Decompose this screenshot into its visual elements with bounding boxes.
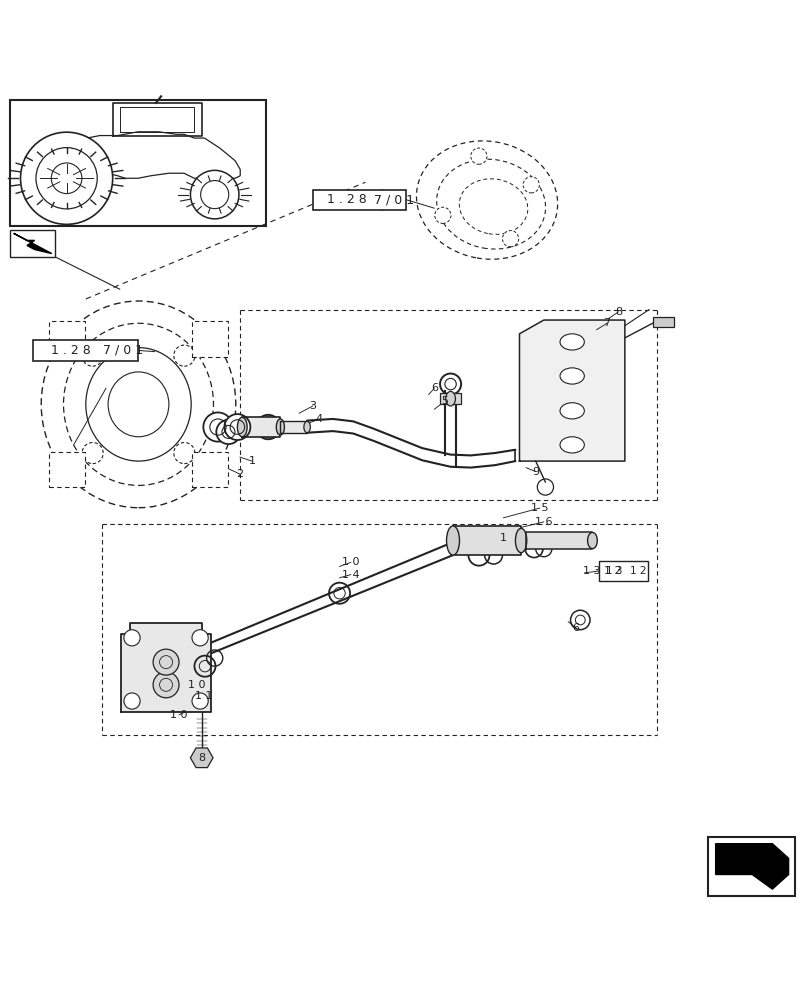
Text: 1: 1 <box>499 533 506 543</box>
Ellipse shape <box>587 532 597 549</box>
Circle shape <box>174 345 195 366</box>
Text: 1 6: 1 6 <box>534 517 551 527</box>
Text: 1 3 1 2: 1 3 1 2 <box>582 566 620 576</box>
Circle shape <box>174 443 195 464</box>
Circle shape <box>153 672 178 698</box>
Bar <box>11 230 55 257</box>
Text: 8: 8 <box>614 307 621 317</box>
Text: 1 0: 1 0 <box>170 710 187 720</box>
Polygon shape <box>453 526 521 555</box>
Polygon shape <box>526 532 592 549</box>
Circle shape <box>470 148 487 164</box>
Text: 1 5: 1 5 <box>530 503 547 513</box>
Polygon shape <box>14 233 52 254</box>
Polygon shape <box>121 623 211 712</box>
Circle shape <box>124 693 140 709</box>
Bar <box>599 561 646 581</box>
Circle shape <box>191 693 208 709</box>
Text: 3: 3 <box>309 401 316 411</box>
Ellipse shape <box>276 419 284 435</box>
Text: 8: 8 <box>198 753 205 763</box>
Text: 6: 6 <box>572 623 579 633</box>
Circle shape <box>434 207 450 223</box>
Circle shape <box>82 345 103 366</box>
Circle shape <box>502 231 518 247</box>
Bar <box>49 321 85 357</box>
Text: 7: 7 <box>603 318 610 328</box>
Text: 6: 6 <box>431 383 437 393</box>
Circle shape <box>522 177 539 193</box>
Circle shape <box>203 412 232 442</box>
Bar <box>706 837 794 896</box>
Text: 1 1: 1 1 <box>195 691 212 701</box>
Text: 1 0: 1 0 <box>341 557 359 567</box>
Bar <box>312 190 406 210</box>
Polygon shape <box>714 844 787 889</box>
Circle shape <box>191 630 208 646</box>
Ellipse shape <box>445 391 455 406</box>
Text: 5: 5 <box>441 396 448 406</box>
Circle shape <box>82 443 103 464</box>
Circle shape <box>216 420 240 444</box>
Ellipse shape <box>560 403 584 419</box>
Circle shape <box>224 414 250 440</box>
Polygon shape <box>190 748 212 768</box>
Polygon shape <box>280 421 307 433</box>
Ellipse shape <box>416 141 557 259</box>
Ellipse shape <box>446 526 459 555</box>
Text: 1 4: 1 4 <box>341 570 359 580</box>
Polygon shape <box>440 393 461 404</box>
Bar <box>652 317 672 327</box>
Bar <box>192 321 227 357</box>
Circle shape <box>124 630 140 646</box>
Text: 9: 9 <box>531 467 539 477</box>
Ellipse shape <box>560 437 584 453</box>
Text: 1 2: 1 2 <box>629 566 646 576</box>
Circle shape <box>153 649 178 675</box>
Text: 4: 4 <box>315 414 323 424</box>
Text: 7 / 0 1: 7 / 0 1 <box>103 344 143 357</box>
Text: 1 3: 1 3 <box>605 566 622 576</box>
Bar <box>49 452 85 487</box>
Circle shape <box>20 132 113 224</box>
Bar <box>33 340 139 361</box>
Text: 1: 1 <box>248 456 255 466</box>
Ellipse shape <box>515 528 526 553</box>
Polygon shape <box>519 320 624 461</box>
Ellipse shape <box>303 421 310 433</box>
Ellipse shape <box>560 334 584 350</box>
Bar <box>11 100 265 226</box>
Text: 7 / 0 1: 7 / 0 1 <box>373 193 414 206</box>
Text: 1 . 2 8: 1 . 2 8 <box>327 193 367 206</box>
Text: 2: 2 <box>236 469 243 479</box>
Text: 1 . 2 8: 1 . 2 8 <box>50 344 90 357</box>
Ellipse shape <box>560 368 584 384</box>
Polygon shape <box>242 417 280 437</box>
Text: 1 0: 1 0 <box>188 680 205 690</box>
Ellipse shape <box>41 301 235 508</box>
Circle shape <box>191 170 238 219</box>
Ellipse shape <box>237 417 247 437</box>
Bar <box>192 452 227 487</box>
